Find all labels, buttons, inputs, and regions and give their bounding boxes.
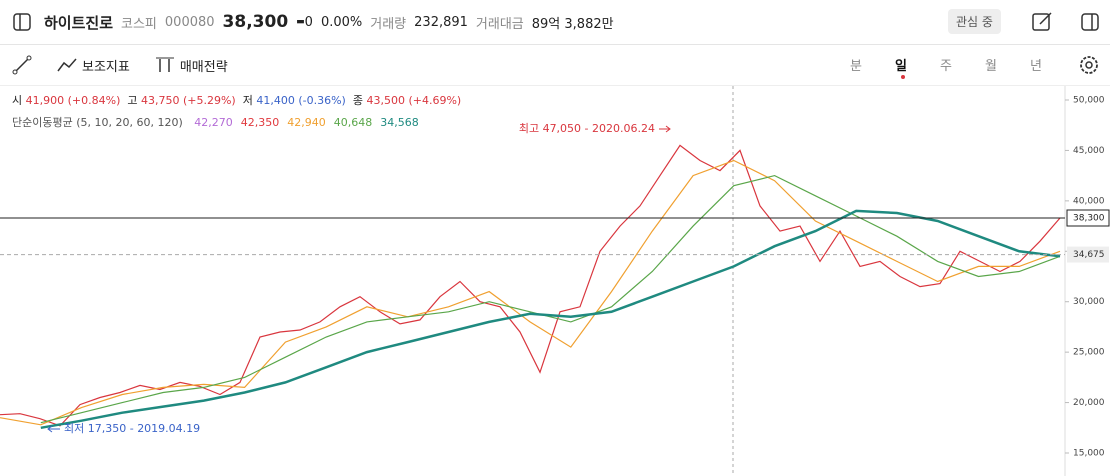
- legend-value: 40,648: [333, 116, 373, 129]
- y-tick-label: 20,000: [1073, 398, 1105, 408]
- active-dot: [901, 75, 905, 79]
- period-tab[interactable]: 일: [895, 55, 907, 79]
- toolbar: 보조지표 매매전략 분 일 주 월 년: [0, 45, 1110, 86]
- ma-line: [40, 209, 1061, 430]
- y-tick-label: 45,000: [1073, 146, 1105, 156]
- ma-line: [0, 159, 1061, 426]
- chart: 15,00020,00025,00030,00035,00040,00045,0…: [0, 86, 1110, 476]
- open: 41,900 (+0.84%): [25, 94, 121, 107]
- ma-line: [40, 174, 1061, 424]
- change-mark: ▬: [296, 17, 305, 27]
- open-label: 시: [12, 94, 23, 107]
- stock-name: 하이트진로: [44, 13, 114, 32]
- high-note: 최고 47,050 - 2020.06.24: [519, 122, 655, 135]
- y-tick-label: 25,000: [1073, 348, 1105, 358]
- indicator-button[interactable]: 보조지표: [82, 59, 130, 75]
- sidebar-icon[interactable]: [12, 12, 32, 32]
- strategy-button[interactable]: 매매전략: [179, 59, 228, 75]
- period-tab[interactable]: 분: [850, 59, 862, 74]
- low-arrow: [47, 425, 60, 433]
- code: 000080: [164, 14, 215, 30]
- y-tick-label: 30,000: [1073, 297, 1105, 307]
- strategy-icon[interactable]: [154, 55, 176, 75]
- low: 41,400 (-0.36%): [256, 94, 346, 107]
- low-note: 최저 17,350 - 2019.04.19: [64, 422, 200, 435]
- draw-icon[interactable]: [12, 55, 32, 75]
- header: 하이트진로 코스피 000080 38,300 ▬ 0 0.00% 거래량 23…: [0, 0, 1110, 45]
- period-tab[interactable]: 월: [985, 59, 997, 74]
- legend-value: 34,568: [380, 116, 419, 129]
- period-tab[interactable]: 주: [940, 59, 952, 74]
- current-label: 38,300: [1073, 214, 1105, 224]
- legend-title: 단순이동평균 (5, 10, 20, 60, 120): [12, 116, 183, 129]
- ma-legend: 단순이동평균 (5, 10, 20, 60, 120) 42,270 42,350…: [12, 114, 419, 130]
- low-label: 저: [242, 94, 253, 107]
- y-tick-label: 15,000: [1073, 449, 1105, 459]
- indicator-icon[interactable]: [56, 55, 78, 75]
- reference-box: [1067, 246, 1109, 263]
- y-tick-label: 50,000: [1073, 95, 1105, 105]
- change: 0: [304, 14, 313, 30]
- price: 38,300: [222, 12, 289, 32]
- panel-icon[interactable]: [1080, 12, 1100, 32]
- ohlc-info: 시 41,900 (+0.84%) 고 43,750 (+5.29%) 저 41…: [12, 92, 461, 108]
- y-tick-label: 40,000: [1073, 196, 1105, 206]
- period-tab[interactable]: 년: [1030, 59, 1042, 74]
- legend-value: 42,940: [287, 116, 326, 129]
- watch-button[interactable]: 관심 중: [948, 9, 1001, 34]
- change-pct: 0.00%: [320, 14, 363, 30]
- high-label: 고: [127, 94, 138, 107]
- legend-value: 42,350: [240, 116, 280, 129]
- close-label: 종: [352, 94, 363, 107]
- amount: 89억 3,882만: [531, 16, 614, 32]
- reference-label: 34,675: [1073, 250, 1105, 260]
- settings-icon[interactable]: [1078, 54, 1100, 76]
- price-line: [0, 144, 1061, 427]
- high: 43,750 (+5.29%): [140, 94, 236, 107]
- current-box: [1066, 209, 1110, 227]
- close: 43,500 (+4.69%): [366, 94, 462, 107]
- legend-value: 42,270: [194, 116, 233, 129]
- market: 코스피: [121, 16, 157, 32]
- high-arrow: [659, 125, 671, 133]
- amount-label: 거래대금: [475, 16, 524, 32]
- edit-icon[interactable]: [1031, 11, 1053, 33]
- volume-label: 거래량: [370, 16, 407, 32]
- volume: 232,891: [414, 14, 468, 30]
